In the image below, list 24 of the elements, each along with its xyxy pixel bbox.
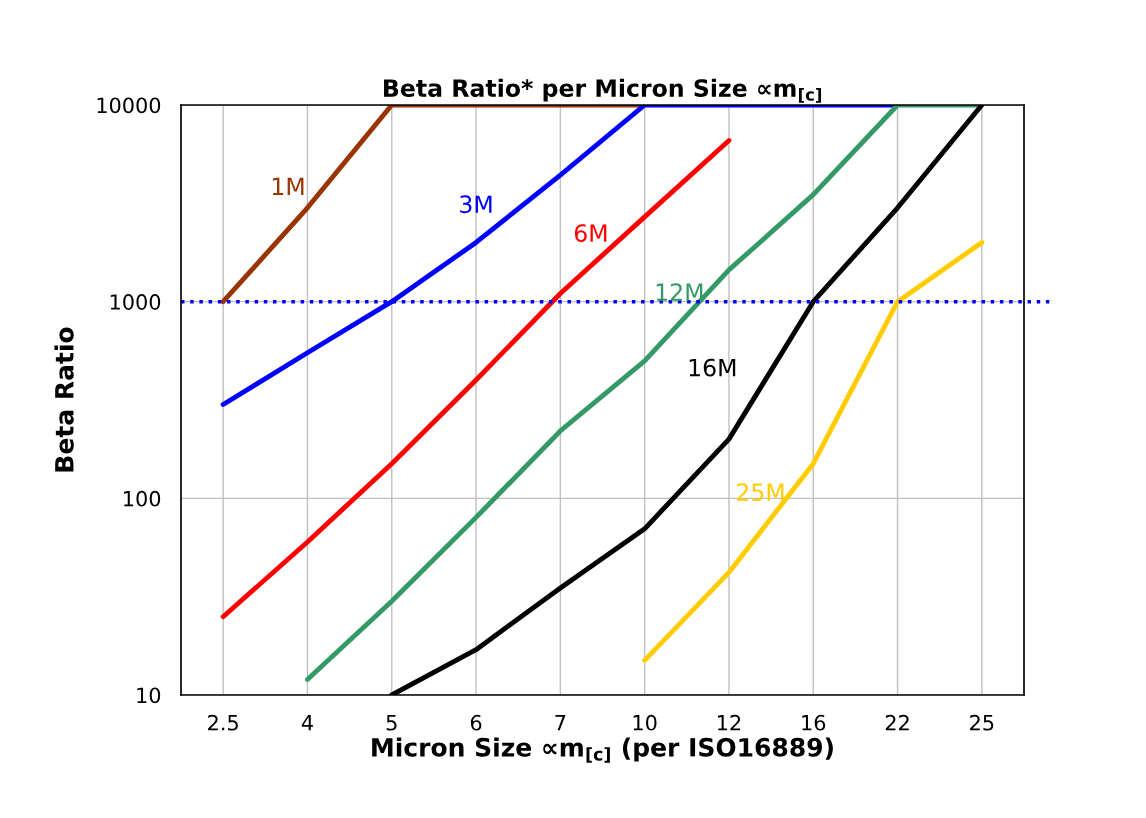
y-tick-label: 10 (137, 687, 161, 704)
series-label: 1M (272, 177, 304, 195)
x-tick-label: 6 (470, 714, 482, 731)
chart-title: Beta Ratio* per Micron Size ∝m$_{[c]}$ (384, 78, 822, 103)
x-axis-title: Micron Size ∝m$_{[c]}$ (per ISO16889) (372, 737, 833, 763)
y-axis-title: Beta Ratio (54, 327, 74, 472)
y-tick-label: 100 (124, 490, 161, 507)
series-label: 25M (736, 483, 784, 502)
x-tick-label: 5 (386, 715, 397, 731)
series-label: 12M (656, 283, 703, 301)
series-label: 3M (460, 195, 492, 214)
x-tick-label: 4 (301, 715, 313, 731)
x-tick-label: 2.5 (208, 714, 238, 731)
x-tick-label: 25 (970, 714, 994, 731)
series-label: 6M (574, 224, 607, 243)
series-label: 16M (689, 358, 736, 377)
y-tick-label: 10000 (97, 97, 161, 114)
line-series (642, 240, 985, 663)
x-tick-label: 16 (802, 714, 826, 731)
x-tick-label: 7 (555, 715, 566, 731)
x-tick-label: 12 (717, 714, 741, 731)
y-tick-label: 1000 (110, 294, 161, 310)
x-tick-label: 22 (885, 714, 909, 731)
x-tick-label: 10 (633, 714, 657, 731)
